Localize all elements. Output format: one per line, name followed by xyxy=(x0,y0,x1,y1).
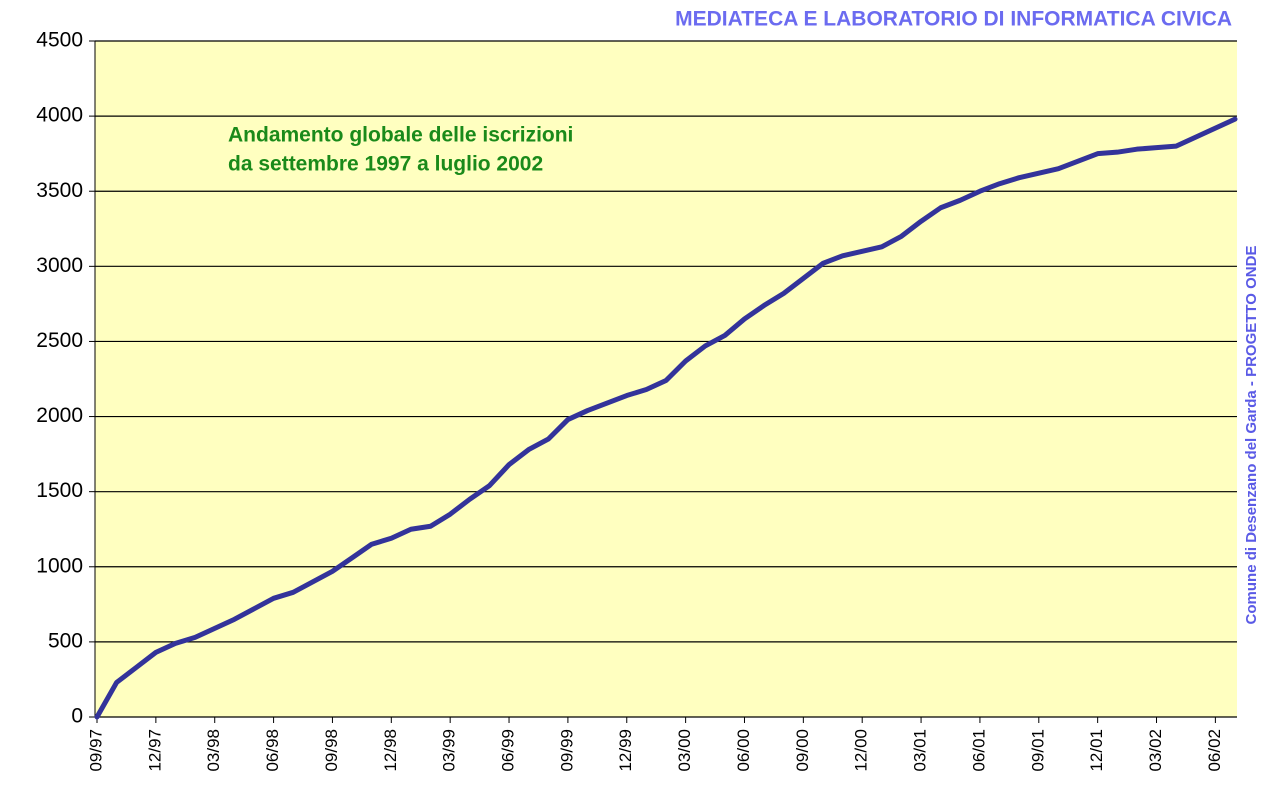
data-line xyxy=(94,116,1238,720)
y-tick-label: 4000 xyxy=(36,104,83,127)
y-tick-label: 3500 xyxy=(36,179,83,202)
x-tick-label: 09/98 xyxy=(322,729,341,772)
chart-title: MEDIATECA E LABORATORIO DI INFORMATICA C… xyxy=(675,8,1232,31)
y-tick-label: 2500 xyxy=(36,329,83,352)
x-tick-label: 03/00 xyxy=(675,729,694,772)
x-tick-label: 09/01 xyxy=(1028,729,1047,772)
annotation: Andamento globale delle iscrizioni xyxy=(228,124,573,147)
side-title: Comune di Desenzano del Garda - PROGETTO… xyxy=(1243,246,1260,625)
y-tick-label: 3000 xyxy=(36,254,83,277)
x-tick-label: 12/98 xyxy=(381,729,400,772)
x-tick-label: 09/99 xyxy=(557,729,576,772)
x-tick-label: 06/98 xyxy=(263,729,282,772)
x-tick-label: 06/00 xyxy=(734,729,753,772)
annotation: da settembre 1997 a luglio 2002 xyxy=(228,153,543,176)
y-tick-label: 2000 xyxy=(36,404,83,427)
x-tick-label: 03/02 xyxy=(1146,729,1165,772)
x-tick-label: 06/01 xyxy=(969,729,988,772)
y-tick-label: 1000 xyxy=(36,554,83,577)
y-tick-label: 1500 xyxy=(36,479,83,502)
x-tick-label: 12/00 xyxy=(852,729,871,772)
x-tick-label: 03/01 xyxy=(911,729,930,772)
y-tick-label: 0 xyxy=(71,705,83,728)
x-tick-label: 12/99 xyxy=(616,729,635,772)
y-tick-label: 500 xyxy=(48,629,83,652)
x-tick-label: 06/02 xyxy=(1205,729,1224,772)
x-tick-label: 09/97 xyxy=(86,729,105,772)
x-tick-label: 12/01 xyxy=(1087,729,1106,772)
x-tick-label: 03/99 xyxy=(440,729,459,772)
x-tick-label: 09/00 xyxy=(793,729,812,772)
x-tick-label: 12/97 xyxy=(145,729,164,772)
x-tick-label: 06/99 xyxy=(499,729,518,772)
x-tick-label: 03/98 xyxy=(204,729,223,772)
y-tick-label: 4500 xyxy=(36,29,83,52)
